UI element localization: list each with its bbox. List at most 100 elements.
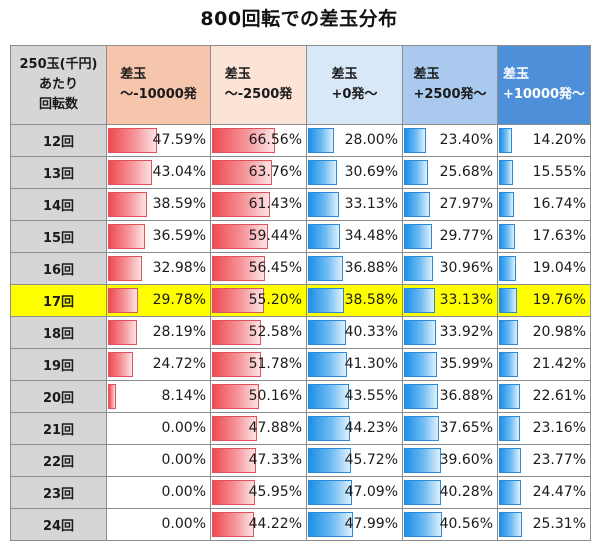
column-header: 差玉 ～-10000発	[106, 45, 211, 125]
data-bar	[404, 192, 430, 217]
data-bar	[108, 288, 139, 313]
value-label: 44.23%	[344, 420, 398, 436]
table-row: 20回 8.14% 50.16% 43.55% 36.88% 22.61%	[10, 380, 591, 413]
value-label: 0.00%	[161, 516, 206, 532]
value-label: 21.42%	[532, 356, 586, 372]
data-bar	[499, 128, 512, 153]
data-bar	[308, 128, 335, 153]
data-bar	[212, 480, 256, 505]
row-header-label: 250玉(千円) あたり 回転数	[10, 45, 107, 125]
value-cell: 33.13%	[402, 284, 498, 317]
header-row: 250玉(千円) あたり 回転数 差玉 ～-10000発 差玉 ～-2500発 差玉…	[10, 45, 591, 125]
value-cell: 22.61%	[497, 380, 591, 413]
value-cell: 35.99%	[402, 348, 498, 381]
value-label: 30.69%	[344, 164, 398, 180]
value-cell: 61.43%	[210, 188, 307, 221]
data-bar	[499, 320, 519, 345]
value-label: 40.28%	[439, 484, 493, 500]
data-bar	[308, 320, 346, 345]
value-label: 59.44%	[248, 228, 302, 244]
column-header-line1: 差玉	[502, 67, 529, 82]
value-label: 19.76%	[532, 292, 586, 308]
data-bar	[212, 160, 272, 185]
value-cell: 38.58%	[306, 284, 403, 317]
row-label: 17回	[10, 284, 107, 317]
value-cell: 41.30%	[306, 348, 403, 381]
value-label: 19.04%	[532, 260, 586, 276]
row-label: 15回	[10, 220, 107, 253]
data-bar	[108, 256, 142, 281]
value-label: 23.77%	[532, 452, 586, 468]
data-bar	[108, 224, 146, 249]
distribution-table: 250玉(千円) あたり 回転数 差玉 ～-10000発 差玉 ～-2500発 差玉…	[10, 45, 591, 541]
value-label: 24.72%	[152, 356, 206, 372]
column-header-line2: ～-2500発	[224, 87, 293, 102]
value-cell: 29.78%	[106, 284, 211, 317]
value-label: 17.63%	[532, 228, 586, 244]
column-header: 差玉 ～-2500発	[210, 45, 307, 125]
row-label: 23回	[10, 476, 107, 509]
data-bar	[499, 512, 523, 537]
data-bar	[404, 480, 442, 505]
chart-title: 800回転での差玉分布	[200, 8, 398, 30]
column-header-line1: 差玉	[331, 67, 358, 82]
value-cell: 38.59%	[106, 188, 211, 221]
value-label: 39.60%	[439, 452, 493, 468]
value-cell: 25.31%	[497, 508, 591, 541]
data-bar	[308, 512, 354, 537]
value-cell: 0.00%	[106, 508, 211, 541]
table-row: 19回 24.72% 51.78% 41.30% 35.99% 21.42%	[10, 348, 591, 381]
data-bar	[308, 416, 350, 441]
data-bar	[212, 192, 270, 217]
value-label: 33.92%	[439, 324, 493, 340]
table-row: 24回 0.00% 44.22% 47.99% 40.56% 25.31%	[10, 508, 591, 541]
value-cell: 25.68%	[402, 156, 498, 189]
value-cell: 28.19%	[106, 316, 211, 349]
data-bar	[108, 160, 152, 185]
data-bar	[308, 480, 353, 505]
value-label: 28.19%	[152, 324, 206, 340]
column-header-line2: ～-10000発	[120, 87, 197, 102]
value-label: 40.56%	[439, 516, 493, 532]
table-body: 12回 47.59% 66.56% 28.00% 23.40% 14.20% 13回 43.0…	[10, 124, 591, 541]
value-cell: 45.95%	[210, 476, 307, 509]
value-label: 36.88%	[439, 388, 493, 404]
value-cell: 19.76%	[497, 284, 591, 317]
data-bar	[404, 160, 428, 185]
value-label: 45.95%	[248, 484, 302, 500]
value-label: 55.20%	[248, 292, 302, 308]
value-cell: 33.92%	[402, 316, 498, 349]
value-cell: 24.72%	[106, 348, 211, 381]
data-bar	[499, 352, 519, 377]
row-label: 12回	[10, 124, 107, 157]
value-label: 28.00%	[344, 132, 398, 148]
data-bar	[108, 320, 137, 345]
value-cell: 19.04%	[497, 252, 591, 285]
data-bar	[404, 384, 439, 409]
value-label: 41.30%	[344, 356, 398, 372]
row-label: 19回	[10, 348, 107, 381]
data-bar	[499, 160, 514, 185]
row-label: 22回	[10, 444, 107, 477]
data-bar	[212, 288, 264, 313]
value-cell: 40.56%	[402, 508, 498, 541]
value-cell: 0.00%	[106, 476, 211, 509]
data-bar	[499, 256, 517, 281]
value-label: 47.99%	[344, 516, 398, 532]
data-bar	[308, 224, 341, 249]
data-bar	[308, 256, 343, 281]
data-bar	[108, 352, 134, 377]
data-bar	[499, 448, 521, 473]
value-label: 37.65%	[439, 420, 493, 436]
data-bar	[308, 448, 351, 473]
value-cell: 36.59%	[106, 220, 211, 253]
column-header-line2: +2500発～	[413, 87, 487, 102]
value-label: 32.98%	[152, 260, 206, 276]
value-label: 61.43%	[248, 196, 302, 212]
row-label: 21回	[10, 412, 107, 445]
row-header-line: 回転数	[38, 97, 78, 112]
value-cell: 0.00%	[106, 412, 211, 445]
data-bar	[308, 192, 340, 217]
value-cell: 23.40%	[402, 124, 498, 157]
data-bar	[404, 320, 436, 345]
